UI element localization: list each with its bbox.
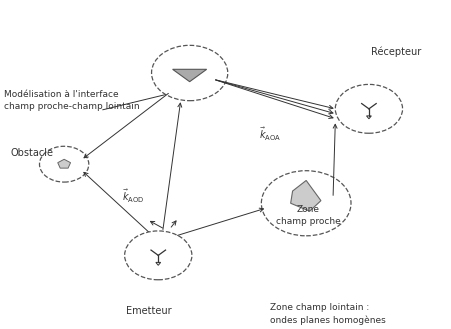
Polygon shape xyxy=(58,159,70,168)
Text: ondes planes homogènes: ondes planes homogènes xyxy=(270,316,386,325)
Text: champ proche-champ lointain: champ proche-champ lointain xyxy=(4,102,139,111)
Text: Obstacle: Obstacle xyxy=(10,148,53,158)
Polygon shape xyxy=(290,181,321,211)
Text: Zone: Zone xyxy=(297,205,320,214)
Text: Récepteur: Récepteur xyxy=(371,46,421,57)
Polygon shape xyxy=(367,116,371,119)
Text: Emetteur: Emetteur xyxy=(126,306,172,316)
Polygon shape xyxy=(173,69,207,82)
Text: Zone champ lointain :: Zone champ lointain : xyxy=(270,303,369,312)
Text: $\vec{k}_{\rm AOD}$: $\vec{k}_{\rm AOD}$ xyxy=(122,188,145,205)
Polygon shape xyxy=(156,263,161,265)
Text: $\vec{k}_{\rm AOA}$: $\vec{k}_{\rm AOA}$ xyxy=(259,126,281,143)
Text: champ proche: champ proche xyxy=(276,217,341,226)
Text: Modélisation à l'interface: Modélisation à l'interface xyxy=(4,90,118,99)
